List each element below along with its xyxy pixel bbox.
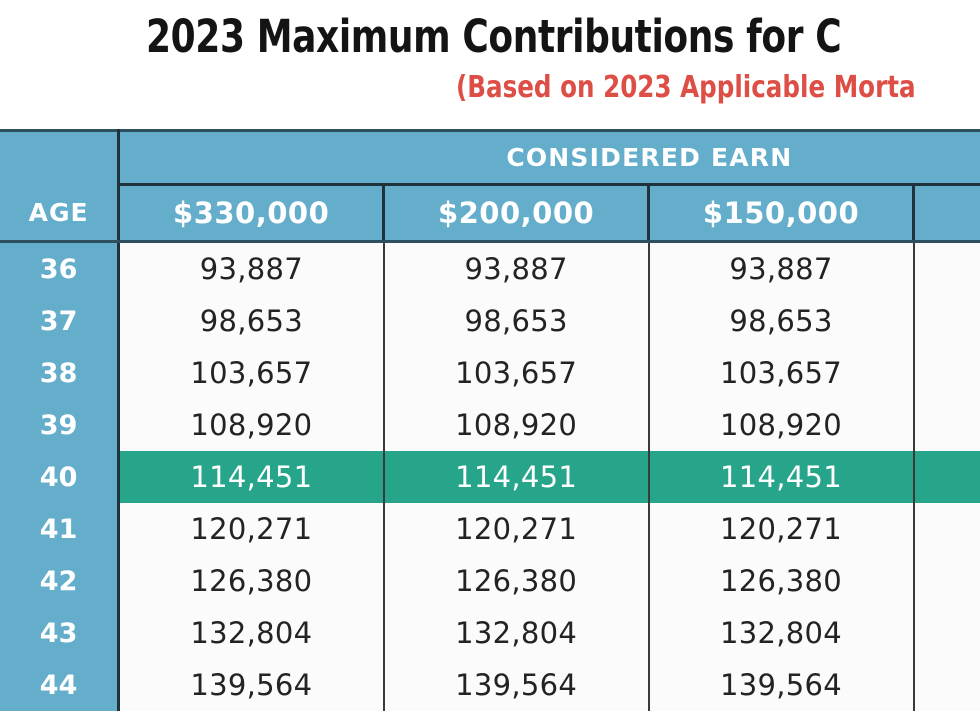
cell-contribution: 114 xyxy=(914,451,980,503)
cell-contribution: 139,564 xyxy=(649,659,914,711)
cell-contribution: 98,653 xyxy=(649,295,914,347)
cell-contribution: 114,451 xyxy=(384,451,649,503)
cell-contribution: 103,657 xyxy=(119,347,384,399)
cell-age: 43 xyxy=(0,607,119,659)
column-header-100000: $100 xyxy=(914,185,980,242)
cell-contribution: 108,920 xyxy=(119,399,384,451)
cell-contribution: 139,564 xyxy=(119,659,384,711)
cell-age: 42 xyxy=(0,555,119,607)
cell-contribution: 132,804 xyxy=(119,607,384,659)
cell-age: 41 xyxy=(0,503,119,555)
cell-contribution: 132 xyxy=(914,607,980,659)
header-corner-cell xyxy=(0,131,119,185)
page-subtitle: (Based on 2023 Applicable Morta xyxy=(456,70,916,106)
cell-age: 40 xyxy=(0,451,119,503)
cell-contribution: 114,451 xyxy=(649,451,914,503)
cell-contribution: 139 xyxy=(914,659,980,711)
cell-contribution: 126 xyxy=(914,555,980,607)
table-body: 3693,88793,88793,88793,3798,65398,65398,… xyxy=(0,242,980,711)
cell-contribution: 114,451 xyxy=(119,451,384,503)
cell-contribution: 93,887 xyxy=(119,242,384,296)
cell-contribution: 132,804 xyxy=(649,607,914,659)
contributions-table: CONSIDERED EARN AGE $330,000 $200,000 $1… xyxy=(0,129,980,711)
cell-contribution: 93,887 xyxy=(384,242,649,296)
cell-contribution: 132,804 xyxy=(384,607,649,659)
cell-contribution: 120,271 xyxy=(649,503,914,555)
cell-contribution: 108,920 xyxy=(384,399,649,451)
group-header-row: CONSIDERED EARN xyxy=(0,131,980,185)
group-header-considered-earnings: CONSIDERED EARN xyxy=(119,131,980,185)
cell-contribution: 139,564 xyxy=(384,659,649,711)
cell-contribution: 98 xyxy=(914,295,980,347)
cell-contribution: 108,920 xyxy=(649,399,914,451)
cell-age: 37 xyxy=(0,295,119,347)
cell-contribution: 126,380 xyxy=(384,555,649,607)
table-header: CONSIDERED EARN AGE $330,000 $200,000 $1… xyxy=(0,131,980,242)
cell-contribution: 120 xyxy=(914,503,980,555)
cell-contribution: 126,380 xyxy=(649,555,914,607)
cell-age: 38 xyxy=(0,347,119,399)
cell-contribution: 108 xyxy=(914,399,980,451)
cell-contribution: 93,887 xyxy=(649,242,914,296)
cell-contribution: 98,653 xyxy=(119,295,384,347)
page-title: 2023 Maximum Contributions for C xyxy=(146,11,841,63)
cell-age: 39 xyxy=(0,399,119,451)
cell-contribution: 120,271 xyxy=(119,503,384,555)
cell-contribution: 120,271 xyxy=(384,503,649,555)
cell-contribution: 103,657 xyxy=(649,347,914,399)
column-header-200000: $200,000 xyxy=(384,185,649,242)
cell-contribution: 93, xyxy=(914,242,980,296)
cell-contribution: 98,653 xyxy=(384,295,649,347)
cell-contribution: 126,380 xyxy=(119,555,384,607)
column-header-330000: $330,000 xyxy=(119,185,384,242)
column-header-age: AGE xyxy=(0,185,119,242)
title-block: 2023 Maximum Contributions for C (Based … xyxy=(0,0,980,129)
cell-contribution: 103 xyxy=(914,347,980,399)
cell-age: 36 xyxy=(0,242,119,296)
cell-contribution: 103,657 xyxy=(384,347,649,399)
cell-age: 44 xyxy=(0,659,119,711)
column-header-150000: $150,000 xyxy=(649,185,914,242)
column-header-row: AGE $330,000 $200,000 $150,000 $100 xyxy=(0,185,980,242)
